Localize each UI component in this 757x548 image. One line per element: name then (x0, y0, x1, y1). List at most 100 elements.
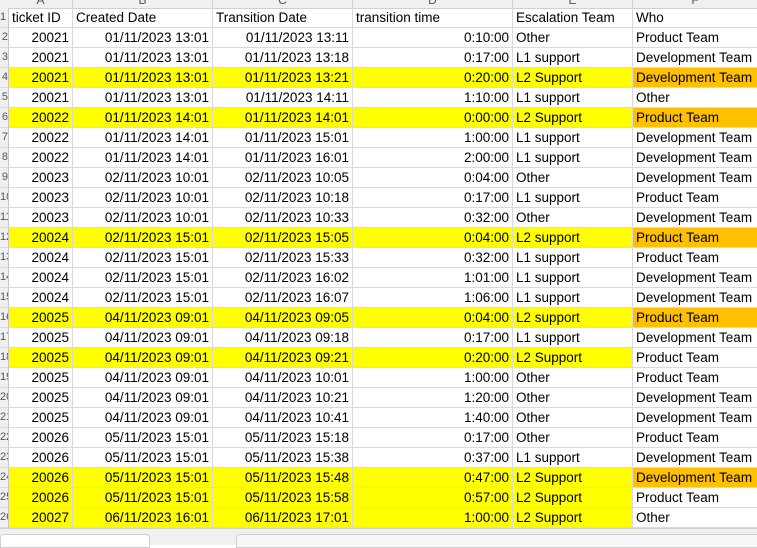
escalation-team-cell[interactable]: L2 Support (513, 508, 633, 528)
transition-date-cell[interactable]: 02/11/2023 15:33 (213, 248, 353, 268)
column-header-c[interactable]: C (213, 0, 353, 8)
transition-date-cell[interactable]: 02/11/2023 10:33 (213, 208, 353, 228)
ticket-id-cell[interactable]: 20024 (9, 288, 73, 308)
column-header-e[interactable]: E (513, 0, 633, 8)
transition-date-cell[interactable]: 01/11/2023 14:01 (213, 108, 353, 128)
row-number[interactable]: 13 (0, 248, 9, 268)
transition-date-cell[interactable]: 01/11/2023 13:21 (213, 68, 353, 88)
ticket-id-cell[interactable]: 20023 (9, 208, 73, 228)
transition-time-cell[interactable]: 0:10:00 (353, 28, 513, 48)
row-number[interactable]: 14 (0, 268, 9, 288)
escalation-team-cell[interactable]: Other (513, 368, 633, 388)
row-number[interactable]: 4 (0, 68, 9, 88)
row-number[interactable]: 25 (0, 488, 9, 508)
ticket-id-cell[interactable]: 20021 (9, 88, 73, 108)
transition-time-cell[interactable]: 1:00:00 (353, 128, 513, 148)
transition-time-cell[interactable]: 2:00:00 (353, 148, 513, 168)
escalation-team-cell[interactable]: L1 support (513, 288, 633, 308)
created-date-cell[interactable]: 04/11/2023 09:01 (73, 388, 213, 408)
who-cell[interactable]: Product Team (633, 108, 757, 128)
header-transition-date[interactable]: Transition Date (213, 8, 353, 28)
transition-date-cell[interactable]: 01/11/2023 14:11 (213, 88, 353, 108)
created-date-cell[interactable]: 01/11/2023 14:01 (73, 108, 213, 128)
row-number[interactable]: 23 (0, 448, 9, 468)
who-cell[interactable]: Product Team (633, 428, 757, 448)
ticket-id-cell[interactable]: 20022 (9, 148, 73, 168)
row-number[interactable]: 17 (0, 328, 9, 348)
who-cell[interactable]: Product Team (633, 28, 757, 48)
transition-date-cell[interactable]: 06/11/2023 17:01 (213, 508, 353, 528)
ticket-id-cell[interactable]: 20026 (9, 428, 73, 448)
transition-time-cell[interactable]: 0:17:00 (353, 48, 513, 68)
transition-date-cell[interactable]: 05/11/2023 15:18 (213, 428, 353, 448)
ticket-id-cell[interactable]: 20025 (9, 328, 73, 348)
row-number[interactable]: 6 (0, 108, 9, 128)
row-number[interactable]: 2 (0, 28, 9, 48)
row-number[interactable]: 1 (0, 8, 9, 28)
escalation-team-cell[interactable]: L1 support (513, 48, 633, 68)
created-date-cell[interactable]: 04/11/2023 09:01 (73, 328, 213, 348)
transition-time-cell[interactable]: 0:20:00 (353, 348, 513, 368)
created-date-cell[interactable]: 01/11/2023 14:01 (73, 128, 213, 148)
who-cell[interactable]: Product Team (633, 488, 757, 508)
ticket-id-cell[interactable]: 20023 (9, 168, 73, 188)
escalation-team-cell[interactable]: L1 support (513, 128, 633, 148)
transition-time-cell[interactable]: 1:40:00 (353, 408, 513, 428)
created-date-cell[interactable]: 04/11/2023 09:01 (73, 348, 213, 368)
transition-date-cell[interactable]: 05/11/2023 15:48 (213, 468, 353, 488)
who-cell[interactable]: Product Team (633, 188, 757, 208)
escalation-team-cell[interactable]: Other (513, 168, 633, 188)
transition-time-cell[interactable]: 1:00:00 (353, 508, 513, 528)
ticket-id-cell[interactable]: 20022 (9, 128, 73, 148)
escalation-team-cell[interactable]: L2 Support (513, 68, 633, 88)
header-created-date[interactable]: Created Date (73, 8, 213, 28)
escalation-team-cell[interactable]: Other (513, 428, 633, 448)
row-number[interactable]: 16 (0, 308, 9, 328)
who-cell[interactable]: Product Team (633, 248, 757, 268)
who-cell[interactable]: Development Team (633, 168, 757, 188)
escalation-team-cell[interactable]: L1 support (513, 188, 633, 208)
row-number[interactable]: 26 (0, 508, 9, 528)
transition-date-cell[interactable]: 02/11/2023 15:05 (213, 228, 353, 248)
ticket-id-cell[interactable]: 20026 (9, 468, 73, 488)
column-header-d[interactable]: D (353, 0, 513, 8)
row-number[interactable]: 20 (0, 388, 9, 408)
ticket-id-cell[interactable]: 20026 (9, 448, 73, 468)
ticket-id-cell[interactable]: 20023 (9, 188, 73, 208)
row-number[interactable]: 3 (0, 48, 9, 68)
ticket-id-cell[interactable]: 20025 (9, 388, 73, 408)
transition-date-cell[interactable]: 04/11/2023 09:05 (213, 308, 353, 328)
transition-date-cell[interactable]: 01/11/2023 15:01 (213, 128, 353, 148)
escalation-team-cell[interactable]: L1 support (513, 328, 633, 348)
transition-date-cell[interactable]: 01/11/2023 16:01 (213, 148, 353, 168)
who-cell[interactable]: Development Team (633, 328, 757, 348)
escalation-team-cell[interactable]: L2 Support (513, 108, 633, 128)
created-date-cell[interactable]: 01/11/2023 13:01 (73, 48, 213, 68)
row-number[interactable]: 18 (0, 348, 9, 368)
who-cell[interactable]: Other (633, 508, 757, 528)
row-number[interactable]: 24 (0, 468, 9, 488)
transition-time-cell[interactable]: 1:06:00 (353, 288, 513, 308)
created-date-cell[interactable]: 05/11/2023 15:01 (73, 448, 213, 468)
row-number[interactable]: 7 (0, 128, 9, 148)
who-cell[interactable]: Development Team (633, 48, 757, 68)
escalation-team-cell[interactable]: Other (513, 28, 633, 48)
created-date-cell[interactable]: 04/11/2023 09:01 (73, 368, 213, 388)
who-cell[interactable]: Development Team (633, 288, 757, 308)
created-date-cell[interactable]: 05/11/2023 15:01 (73, 468, 213, 488)
created-date-cell[interactable]: 02/11/2023 10:01 (73, 188, 213, 208)
who-cell[interactable]: Development Team (633, 208, 757, 228)
transition-date-cell[interactable]: 02/11/2023 10:05 (213, 168, 353, 188)
created-date-cell[interactable]: 01/11/2023 13:01 (73, 68, 213, 88)
transition-date-cell[interactable]: 04/11/2023 10:41 (213, 408, 353, 428)
transition-date-cell[interactable]: 04/11/2023 10:01 (213, 368, 353, 388)
who-cell[interactable]: Product Team (633, 308, 757, 328)
created-date-cell[interactable]: 02/11/2023 15:01 (73, 228, 213, 248)
row-number[interactable]: 21 (0, 408, 9, 428)
column-header-f[interactable]: F (633, 0, 757, 8)
column-header-a[interactable]: A (9, 0, 73, 8)
row-number[interactable]: 5 (0, 88, 9, 108)
created-date-cell[interactable]: 05/11/2023 15:01 (73, 488, 213, 508)
transition-time-cell[interactable]: 1:01:00 (353, 268, 513, 288)
header-who[interactable]: Who (633, 8, 757, 28)
